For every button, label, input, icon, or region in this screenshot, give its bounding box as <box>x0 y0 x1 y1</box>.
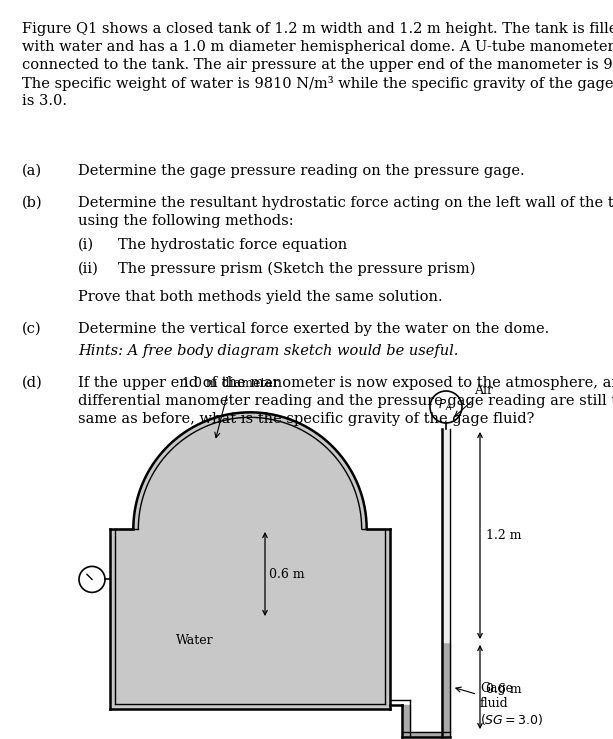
Text: 0.6 m: 0.6 m <box>486 683 522 696</box>
Text: The specific weight of water is 9810 N/m³ while the specific gravity of the gage: The specific weight of water is 9810 N/m… <box>22 76 613 91</box>
Text: (ii): (ii) <box>78 262 99 276</box>
Text: Determine the gage pressure reading on the pressure gage.: Determine the gage pressure reading on t… <box>78 164 525 178</box>
Text: (a): (a) <box>22 164 42 178</box>
Text: $P_A$: $P_A$ <box>438 398 452 412</box>
Text: connected to the tank. The air pressure at the upper end of the manometer is 90 : connected to the tank. The air pressure … <box>22 58 613 72</box>
Text: Gage
fluid
$(SG = 3.0)$: Gage fluid $(SG = 3.0)$ <box>456 682 544 727</box>
Text: Figure Q1 shows a closed tank of 1.2 m width and 1.2 m height. The tank is fille: Figure Q1 shows a closed tank of 1.2 m w… <box>22 22 613 36</box>
Text: The pressure prism (Sketch the pressure prism): The pressure prism (Sketch the pressure … <box>118 262 476 276</box>
Text: with water and has a 1.0 m diameter hemispherical dome. A U-tube manometer is: with water and has a 1.0 m diameter hemi… <box>22 40 613 54</box>
Text: using the following methods:: using the following methods: <box>78 214 294 228</box>
Polygon shape <box>402 705 410 732</box>
Text: If the upper end of the manometer is now exposed to the atmosphere, and the: If the upper end of the manometer is now… <box>78 376 613 390</box>
Text: (b): (b) <box>22 196 43 210</box>
Text: differential manometer reading and the pressure gage reading are still the: differential manometer reading and the p… <box>78 394 613 408</box>
Text: (i): (i) <box>78 238 94 252</box>
Polygon shape <box>402 732 450 737</box>
Text: Determine the vertical force exerted by the water on the dome.: Determine the vertical force exerted by … <box>78 322 549 336</box>
Text: Water: Water <box>176 634 214 647</box>
Text: 0.6 m: 0.6 m <box>269 568 305 581</box>
Text: Air: Air <box>455 384 493 416</box>
Text: Hints: A free body diagram sketch would be useful.: Hints: A free body diagram sketch would … <box>78 344 459 358</box>
Text: 1.0 m diameter: 1.0 m diameter <box>181 378 278 437</box>
Text: Prove that both methods yield the same solution.: Prove that both methods yield the same s… <box>78 290 443 304</box>
Polygon shape <box>134 412 367 529</box>
Text: 1.2 m: 1.2 m <box>486 529 522 542</box>
Polygon shape <box>442 642 450 732</box>
Polygon shape <box>442 429 450 642</box>
Polygon shape <box>110 529 390 709</box>
Text: is 3.0.: is 3.0. <box>22 94 67 108</box>
Text: The hydrostatic force equation: The hydrostatic force equation <box>118 238 347 252</box>
Text: same as before, what is the specific gravity of the gage fluid?: same as before, what is the specific gra… <box>78 412 535 426</box>
Text: (c): (c) <box>22 322 42 336</box>
Text: (d): (d) <box>22 376 43 390</box>
Text: Determine the resultant hydrostatic force acting on the left wall of the tank, b: Determine the resultant hydrostatic forc… <box>78 196 613 210</box>
